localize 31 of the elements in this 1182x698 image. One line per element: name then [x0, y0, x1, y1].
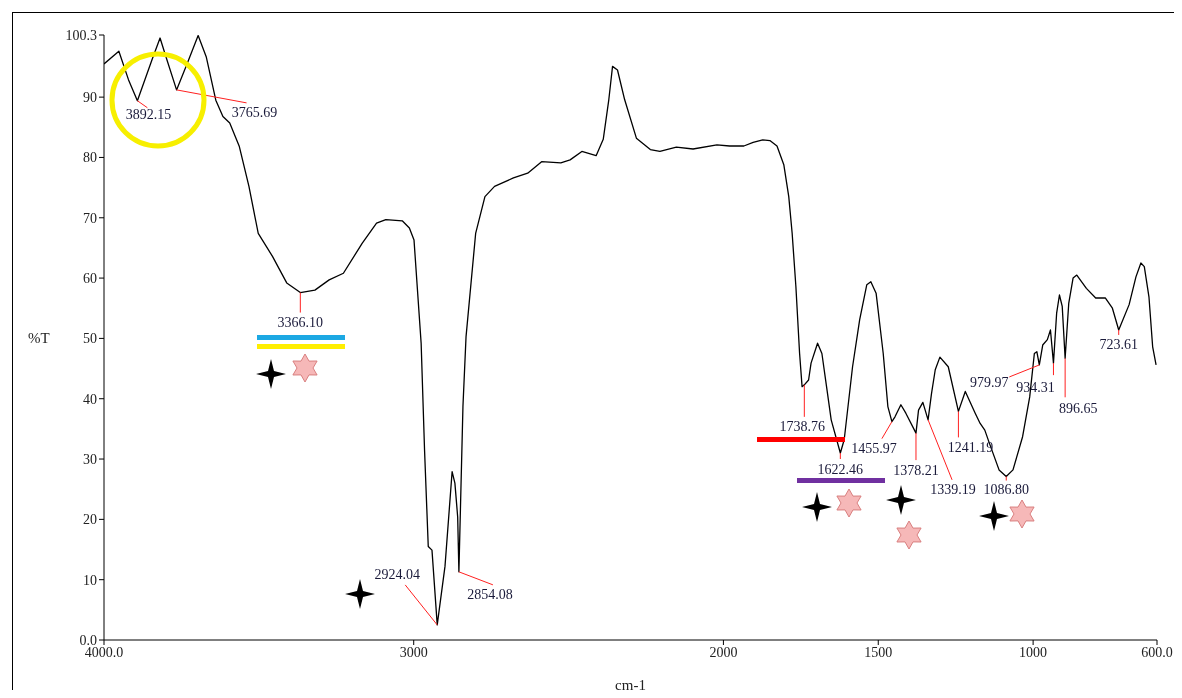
x-tick-label: 3000 [399, 644, 428, 660]
y-axis-title: %T [28, 329, 50, 346]
annotation: 896.65 [1058, 400, 1098, 416]
x-tick-label: 600.0 [1141, 644, 1173, 660]
annotation: 1378.21 [893, 462, 939, 478]
annotation: 979.97 [970, 375, 1009, 391]
x-tick-label: 1500 [864, 644, 893, 660]
annotation: 1455.97 [851, 441, 897, 457]
annotation: 1738.76 [779, 419, 826, 435]
annotation: 2924.04 [374, 567, 420, 583]
y-tick-label: 50 [83, 331, 97, 347]
x-tick-label: 1000 [1019, 644, 1048, 660]
x-tick-label: 2000 [709, 644, 738, 660]
y-tick-label: 70 [83, 210, 97, 226]
y-tick-label: 80 [83, 150, 97, 166]
annotation: 2854.08 [467, 587, 513, 603]
y-tick-label: 30 [83, 452, 97, 468]
annotation: 1622.46 [817, 461, 864, 477]
annotation: 1086.80 [983, 482, 1029, 498]
y-tick-label: 100.3 [65, 27, 97, 43]
y-tick-label: 10 [83, 572, 97, 588]
x-axis-title: cm-1 [615, 677, 646, 693]
annotation: 1339.19 [930, 482, 976, 498]
annotation: 3765.69 [231, 105, 278, 121]
annotation: 3366.10 [277, 315, 324, 331]
annotation: 723.61 [1099, 337, 1138, 353]
y-tick-label: 20 [83, 512, 97, 528]
y-tick-label: 60 [83, 271, 97, 287]
y-tick-label: 40 [83, 391, 97, 407]
annotation: 3892.15 [125, 107, 172, 123]
y-tick-label: 90 [83, 90, 97, 106]
